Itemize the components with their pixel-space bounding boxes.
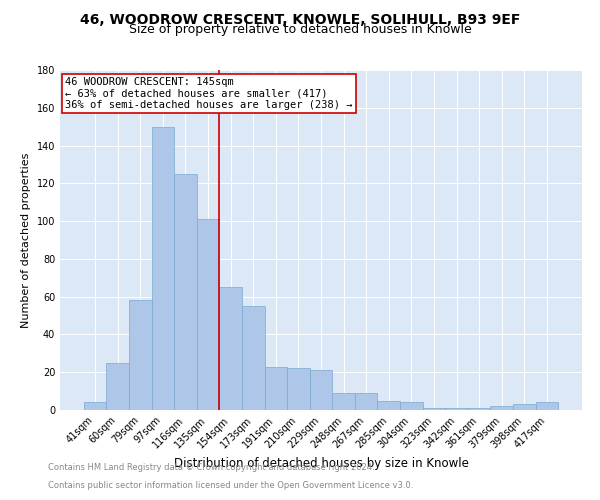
Bar xyxy=(422,408,445,410)
Bar xyxy=(490,406,513,410)
Bar xyxy=(242,306,265,410)
Bar xyxy=(197,219,220,410)
Bar xyxy=(287,368,310,410)
Bar xyxy=(220,287,242,410)
Bar xyxy=(152,126,174,410)
X-axis label: Distribution of detached houses by size in Knowle: Distribution of detached houses by size … xyxy=(173,456,469,469)
Bar xyxy=(355,393,377,410)
Bar xyxy=(536,402,558,410)
Bar xyxy=(468,408,490,410)
Bar xyxy=(332,393,355,410)
Text: 46, WOODROW CRESCENT, KNOWLE, SOLIHULL, B93 9EF: 46, WOODROW CRESCENT, KNOWLE, SOLIHULL, … xyxy=(80,12,520,26)
Bar xyxy=(377,400,400,410)
Bar xyxy=(445,408,468,410)
Bar xyxy=(174,174,197,410)
Bar xyxy=(265,366,287,410)
Y-axis label: Number of detached properties: Number of detached properties xyxy=(21,152,31,328)
Text: 46 WOODROW CRESCENT: 145sqm
← 63% of detached houses are smaller (417)
36% of se: 46 WOODROW CRESCENT: 145sqm ← 63% of det… xyxy=(65,77,353,110)
Bar xyxy=(129,300,152,410)
Text: Size of property relative to detached houses in Knowle: Size of property relative to detached ho… xyxy=(128,22,472,36)
Bar xyxy=(310,370,332,410)
Bar xyxy=(106,363,129,410)
Text: Contains public sector information licensed under the Open Government Licence v3: Contains public sector information licen… xyxy=(48,481,413,490)
Bar xyxy=(400,402,422,410)
Text: Contains HM Land Registry data © Crown copyright and database right 2024.: Contains HM Land Registry data © Crown c… xyxy=(48,464,374,472)
Bar xyxy=(513,404,536,410)
Bar xyxy=(84,402,106,410)
